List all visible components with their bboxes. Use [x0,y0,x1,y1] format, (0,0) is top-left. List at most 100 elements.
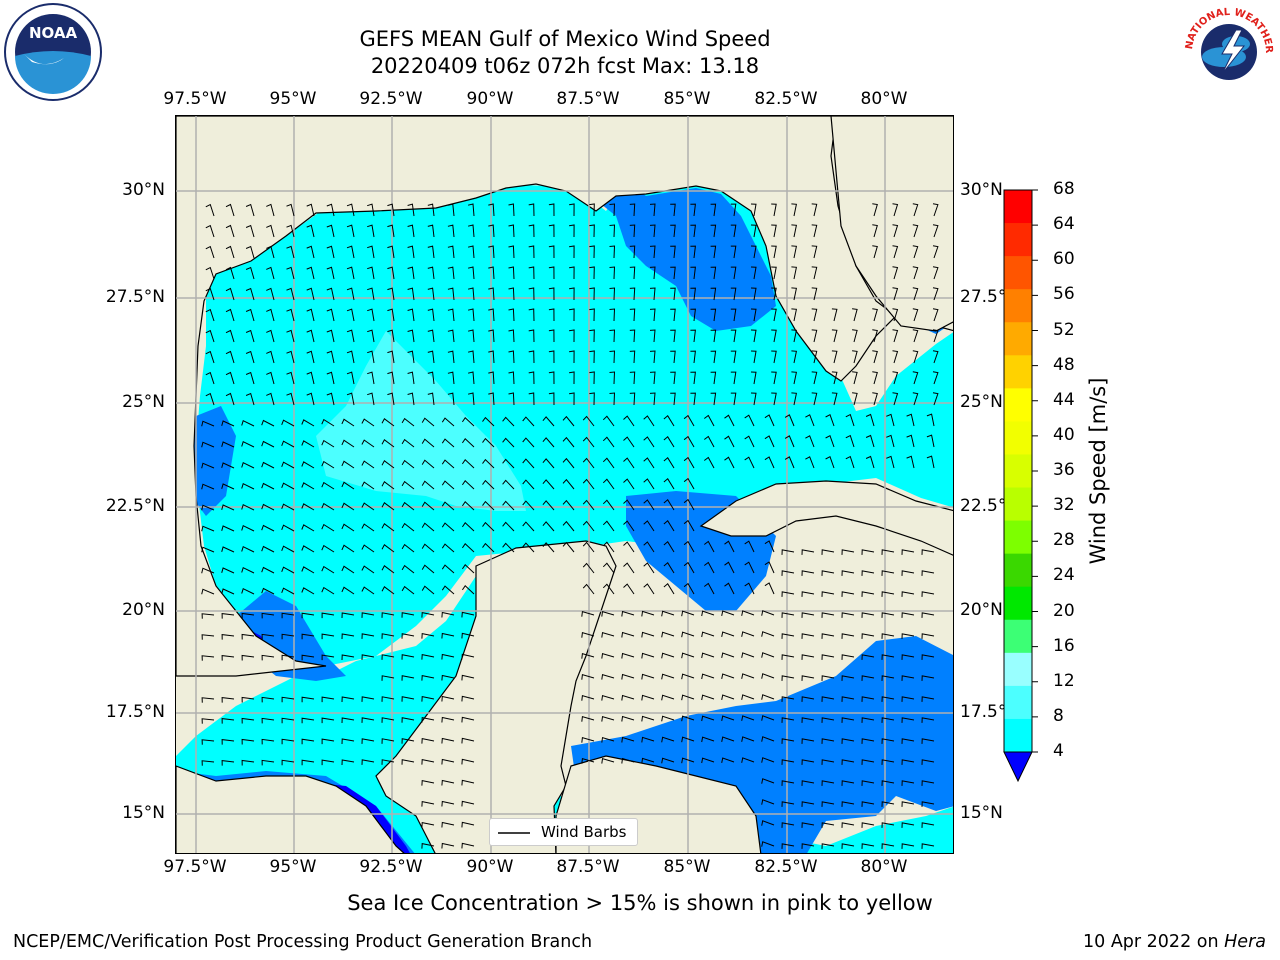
wind-barb [407,203,415,217]
wind-barb [286,350,295,364]
wind-barb [623,436,635,448]
wind-barb [681,715,695,722]
wind-barb [221,739,235,745]
wind-barb [750,329,757,343]
wind-barb [281,738,295,745]
wind-barb [548,203,555,217]
wind-barb [427,371,435,385]
wind-barb [367,350,375,364]
wind-barb [467,224,475,238]
wind-barb [831,308,838,322]
wind-barb [801,591,815,597]
wind-barb [852,329,858,343]
wind-barb [401,738,415,744]
wind-barb [261,696,275,703]
wind-barb [461,543,475,553]
wind-barb [569,392,575,406]
wind-barb [261,524,275,532]
wind-barb [582,541,595,553]
wind-barb [421,653,435,660]
wind-barb [589,392,595,406]
wind-barb [811,266,818,280]
wind-barb [321,544,335,553]
wind-barb [831,392,838,406]
wind-barb [741,652,755,658]
wind-barb [387,329,395,343]
wind-barb [306,266,315,280]
wind-barb [670,392,676,406]
wind-barb [522,437,535,448]
wind-barb [367,392,375,406]
wind-barb [771,266,777,280]
lon-label-bottom: 85°W [663,857,711,877]
wind-barb [801,717,815,723]
wind-barb [201,420,215,427]
wind-barb [461,800,475,807]
wind-barb [341,523,355,532]
colorbar-label: Wind Speed [m/s] [1086,377,1110,565]
wind-barb [201,655,215,661]
wind-barb [488,308,495,322]
wind-barb [569,350,575,364]
wind-barb [205,350,215,364]
wind-barb [441,564,455,574]
wind-barb [381,481,395,490]
wind-barb [326,392,335,406]
wind-barb [221,420,235,427]
wind-barb [781,759,795,765]
wind-barb [427,308,435,322]
wind-barb [381,738,395,744]
wind-barb [381,544,395,553]
colorbar-tick-label: 40 [1053,424,1075,445]
wind-barb [341,439,355,448]
wind-barb [704,414,715,427]
wind-barb [205,224,215,238]
wind-barb [201,525,215,532]
wind-barb [562,541,575,553]
wind-barb [341,717,355,724]
wind-barb [892,371,899,385]
wind-barb [641,631,655,638]
wind-barb [467,392,475,406]
wind-barb [825,434,835,448]
wind-barb [301,759,315,766]
lon-label-bottom: 90°W [466,857,514,877]
wind-barb [892,266,899,280]
wind-barb [482,479,495,490]
wind-barb [901,759,915,765]
wind-barb [771,371,777,385]
wind-barb [381,654,395,660]
wind-speed-map [175,115,954,854]
wind-barb [872,203,878,217]
wind-barb [542,458,555,469]
wind-barb [623,478,635,490]
wind-barb [581,674,595,680]
wind-barb [724,561,735,574]
wind-barb [643,457,655,469]
wind-barb [381,612,395,618]
wind-barb [821,654,835,660]
wind-barb [321,738,335,745]
wind-barb [482,500,495,511]
lon-label-top: 82.5°W [754,89,818,109]
wind-barb [387,287,395,301]
wind-barb [710,287,717,301]
wind-barb [805,435,815,448]
wind-barb [441,632,455,639]
wind-barb [221,634,235,640]
wind-barb [791,392,798,406]
wind-barb [582,457,595,469]
wind-barb [912,350,919,364]
wind-barb [881,675,895,681]
wind-barb [841,822,855,828]
wind-barb [861,738,875,744]
wind-barb [721,715,735,721]
wind-barb [621,715,635,722]
wind-barb [764,561,775,574]
wind-barb [761,715,775,721]
wind-barb [649,287,656,301]
wind-barb [441,779,455,786]
wind-barb [791,266,798,280]
wind-barb [750,266,757,280]
wind-barb [221,462,235,469]
